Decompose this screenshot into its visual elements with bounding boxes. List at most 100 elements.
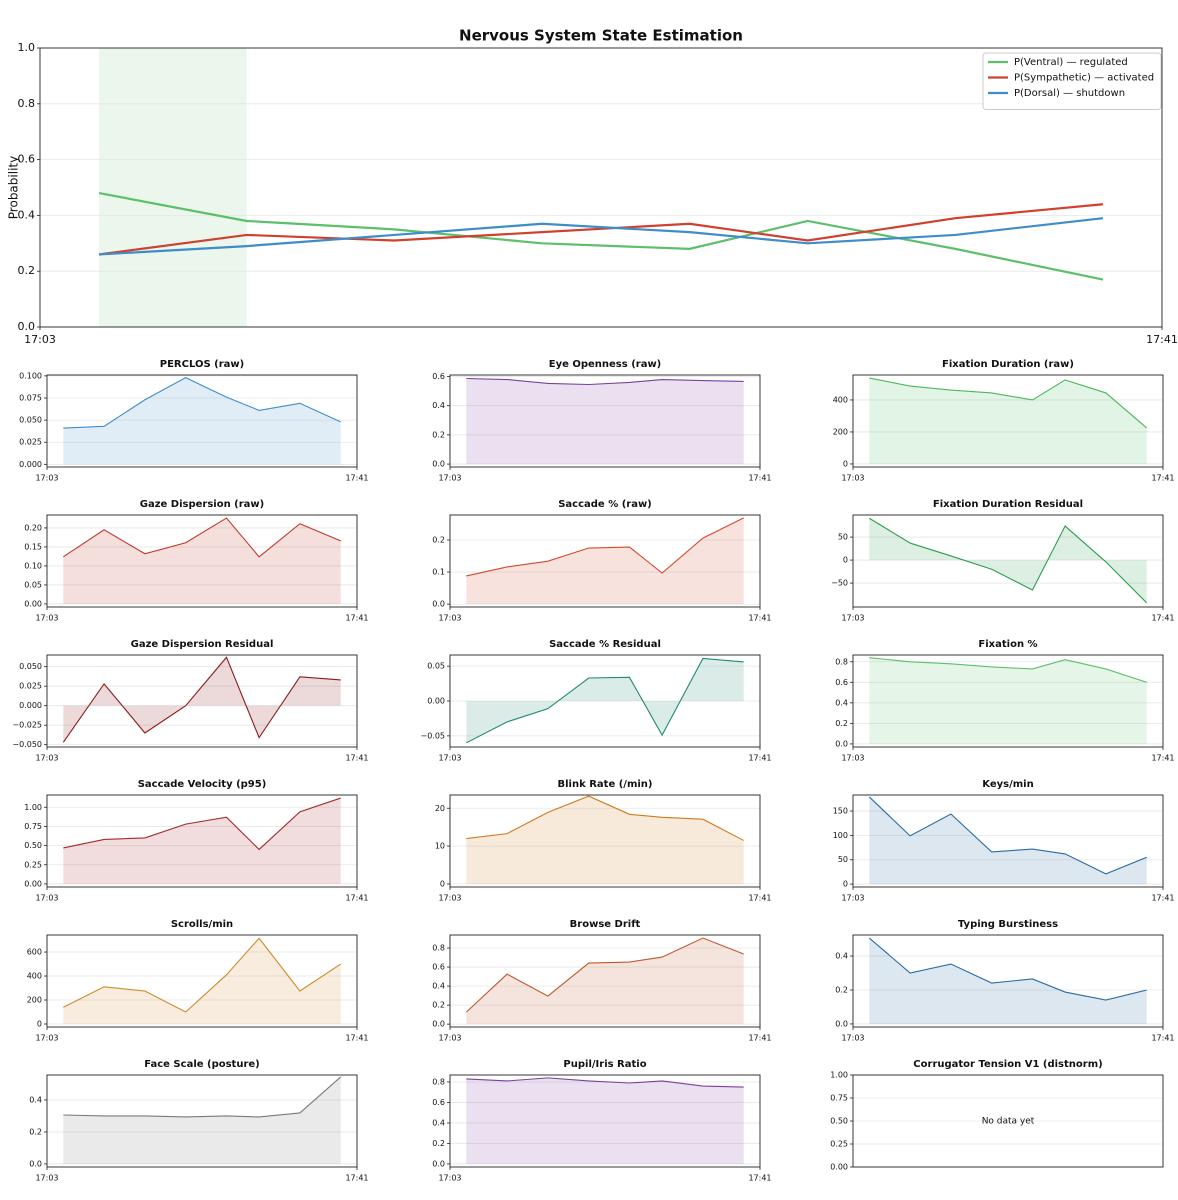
chart-title: Typing Burstiness xyxy=(958,919,1058,930)
y-axis-label: Probability xyxy=(7,156,21,219)
chart-panel: Saccade Velocity (p95) 0.00 0.25 0.50 0.75 1.… xyxy=(24,779,368,903)
area-fill xyxy=(63,377,341,465)
axes-frame xyxy=(449,654,761,748)
y-tick-label: 0.20 xyxy=(24,523,42,532)
x-tick-label: 17:41 xyxy=(1151,754,1174,763)
x-tick-label: 17:41 xyxy=(748,474,771,483)
axes-frame xyxy=(449,374,761,468)
x-tick-label: 17:03 xyxy=(841,614,864,623)
y-tick-label: 1.00 xyxy=(24,803,42,812)
area-fill xyxy=(63,798,341,884)
x-tick-label: 17:41 xyxy=(748,754,771,763)
line-series xyxy=(869,657,1147,683)
chart-panel: Blink Rate (/min) 0 10 20 17:03 17:41 xyxy=(435,779,772,903)
axes-frame xyxy=(46,934,358,1028)
x-tick-label: 17:03 xyxy=(35,474,58,483)
y-tick-label: 0.2 xyxy=(835,719,848,728)
y-tick-label: 0.4 xyxy=(432,401,445,410)
axes-frame xyxy=(46,374,358,468)
y-tick-label: 0.1 xyxy=(432,568,445,577)
area-fill xyxy=(63,938,341,1025)
y-tick-label: 0.50 xyxy=(830,1117,848,1126)
area-fill xyxy=(63,657,341,743)
y-tick-label: 0.0 xyxy=(432,460,445,469)
line-series xyxy=(466,657,744,744)
chart-panel: PERCLOS (raw) 0.000 0.025 0.050 0.075 0.100 17… xyxy=(19,359,368,483)
area-fill xyxy=(63,1076,341,1164)
y-tick-label: 0.6 xyxy=(835,678,848,687)
area-fill xyxy=(63,518,341,604)
x-tick-label: 17:41 xyxy=(1146,333,1178,346)
x-tick-label: 17:41 xyxy=(1151,1034,1174,1043)
chart-panel: Scrolls/min 0 200 400 600 17:03 17:41 xyxy=(27,919,369,1043)
chart-title: Pupil/Iris Ratio xyxy=(563,1059,646,1070)
axes-frame xyxy=(46,514,358,608)
legend-label: P(Dorsal) — shutdown xyxy=(1014,88,1125,99)
line-series xyxy=(63,1076,342,1118)
y-tick-label: 0 xyxy=(37,1020,42,1029)
y-tick-label: 0.6 xyxy=(432,963,445,972)
y-tick-label: 0.05 xyxy=(24,580,42,589)
axes-frame xyxy=(852,934,1164,1028)
x-tick-label: 17:41 xyxy=(345,1174,368,1183)
line-series xyxy=(465,937,744,1013)
y-tick-label: 0 xyxy=(843,880,848,889)
x-tick-label: 17:03 xyxy=(438,894,461,903)
area-fill xyxy=(466,938,744,1025)
chart-panel: Fixation Duration (raw) 0 200 400 17:03 17:41 xyxy=(833,359,1175,483)
x-tick-label: 17:03 xyxy=(841,474,864,483)
area-fill xyxy=(869,378,1147,464)
y-tick-label: 0.15 xyxy=(24,542,42,551)
line-series xyxy=(466,377,744,386)
x-tick-label: 17:03 xyxy=(35,1174,58,1183)
chart-title: Eye Openness (raw) xyxy=(549,359,662,370)
y-tick-label: 0.000 xyxy=(19,701,42,710)
y-tick-label: 0.00 xyxy=(24,599,42,608)
x-tick-label: 17:41 xyxy=(748,1174,771,1183)
line-series xyxy=(466,795,744,841)
x-tick-label: 17:41 xyxy=(345,1034,368,1043)
line-series xyxy=(869,517,1148,604)
x-tick-label: 17:03 xyxy=(438,1034,461,1043)
axes-frame xyxy=(449,1074,761,1168)
chart-title: Fixation Duration (raw) xyxy=(942,359,1074,370)
line-series xyxy=(63,937,341,1013)
chart-title: Keys/min xyxy=(982,779,1033,790)
axes-frame xyxy=(39,47,1163,328)
y-tick-label: 400 xyxy=(833,395,848,404)
area-fill xyxy=(466,796,744,884)
y-tick-label: 200 xyxy=(27,996,42,1005)
y-tick-label: −50 xyxy=(831,579,848,588)
chart-panel: Typing Burstiness 0.0 0.2 0.4 17:03 17:41 xyxy=(835,919,1174,1043)
chart-panel: Face Scale (posture) 0.0 0.2 0.4 17:03 17:41 xyxy=(29,1059,368,1183)
y-tick-label: 0 xyxy=(843,459,848,468)
area-fill xyxy=(466,517,744,605)
axes-frame xyxy=(46,794,358,888)
chart-title: Saccade % (raw) xyxy=(558,499,652,510)
area-fill xyxy=(869,518,1147,603)
x-tick-label: 17:03 xyxy=(35,894,58,903)
area-fill xyxy=(869,657,1147,744)
axes-frame xyxy=(449,934,761,1028)
x-tick-label: 17:03 xyxy=(841,1034,864,1043)
line-series xyxy=(466,517,744,577)
y-tick-label: 200 xyxy=(833,427,848,436)
chart-panel: Nervous System State Estimation Probabili… xyxy=(7,27,1178,347)
x-tick-label: 17:41 xyxy=(345,614,368,623)
legend-label: P(Sympathetic) — activated xyxy=(1014,73,1154,84)
chart-title: Saccade % Residual xyxy=(549,639,661,650)
y-tick-label: 50 xyxy=(838,533,848,542)
y-tick-label: 10 xyxy=(435,842,445,851)
y-tick-label: 0.25 xyxy=(830,1140,848,1149)
y-tick-label: −0.025 xyxy=(12,721,42,730)
y-tick-label: 0.4 xyxy=(835,952,848,961)
chart-panel: Corrugator Tension V1 (distnorm) 0.00 0.25… xyxy=(830,1059,1164,1172)
x-tick-label: 17:03 xyxy=(438,1174,461,1183)
y-tick-label: 0.4 xyxy=(18,208,36,221)
chart-panel: Saccade % Residual −0.05 0.00 0.05 17:03 17:4… xyxy=(420,639,771,763)
y-tick-label: 0.4 xyxy=(432,1118,445,1127)
chart-title: Corrugator Tension V1 (distnorm) xyxy=(913,1059,1102,1070)
chart-title: PERCLOS (raw) xyxy=(160,359,244,370)
line-series xyxy=(466,1077,744,1088)
y-tick-label: 0.8 xyxy=(835,657,848,666)
